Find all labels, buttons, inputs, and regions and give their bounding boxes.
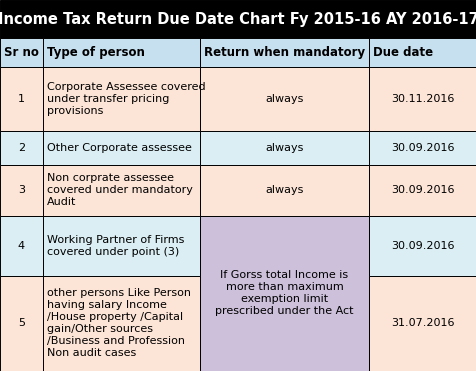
Text: always: always — [265, 185, 304, 195]
Bar — [200, 165, 369, 216]
Text: other persons Like Person
having salary Income
/House property /Capital
gain/Oth: other persons Like Person having salary … — [47, 288, 191, 358]
Bar — [0, 276, 43, 371]
Text: 4: 4 — [18, 241, 25, 251]
Text: Working Partner of Firms
covered under point (3): Working Partner of Firms covered under p… — [47, 235, 184, 257]
Bar — [43, 216, 200, 276]
Text: 1: 1 — [18, 94, 25, 104]
Text: If Gorss total Income is
more than maximum
exemption limit
prescribed under the : If Gorss total Income is more than maxim… — [215, 270, 354, 316]
Text: Income Tax Return Due Date Chart Fy 2015-16 AY 2016-17: Income Tax Return Due Date Chart Fy 2015… — [0, 12, 476, 27]
Text: always: always — [265, 143, 304, 153]
Bar — [0, 0, 476, 38]
Bar — [200, 216, 369, 371]
Text: 2: 2 — [18, 143, 25, 153]
Text: 30.09.2016: 30.09.2016 — [391, 143, 454, 153]
Bar — [369, 38, 476, 67]
Bar — [200, 131, 369, 165]
Text: 3: 3 — [18, 185, 25, 195]
Text: Due date: Due date — [373, 46, 433, 59]
Text: Other Corporate assessee: Other Corporate assessee — [47, 143, 191, 153]
Bar — [200, 67, 369, 131]
Bar — [369, 276, 476, 371]
Bar — [0, 165, 43, 216]
Text: Type of person: Type of person — [47, 46, 145, 59]
Text: always: always — [265, 94, 304, 104]
Bar — [369, 67, 476, 131]
Text: 5: 5 — [18, 318, 25, 328]
Bar — [369, 165, 476, 216]
Text: Return when mandatory: Return when mandatory — [204, 46, 365, 59]
Text: 31.07.2016: 31.07.2016 — [391, 318, 454, 328]
Text: 30.09.2016: 30.09.2016 — [391, 241, 454, 251]
Text: 30.11.2016: 30.11.2016 — [391, 94, 454, 104]
Bar — [200, 38, 369, 67]
Bar — [0, 131, 43, 165]
Bar — [369, 131, 476, 165]
Bar — [43, 38, 200, 67]
Bar — [43, 131, 200, 165]
Bar — [43, 67, 200, 131]
Bar — [0, 38, 43, 67]
Bar — [0, 216, 43, 276]
Bar — [43, 165, 200, 216]
Text: Corporate Assessee covered
under transfer pricing
provisions: Corporate Assessee covered under transfe… — [47, 82, 205, 116]
Bar — [0, 67, 43, 131]
Bar — [369, 216, 476, 276]
Text: 30.09.2016: 30.09.2016 — [391, 185, 454, 195]
Text: Sr no: Sr no — [4, 46, 39, 59]
Text: Non corprate assessee
covered under mandatory
Audit: Non corprate assessee covered under mand… — [47, 173, 192, 207]
Bar — [43, 276, 200, 371]
